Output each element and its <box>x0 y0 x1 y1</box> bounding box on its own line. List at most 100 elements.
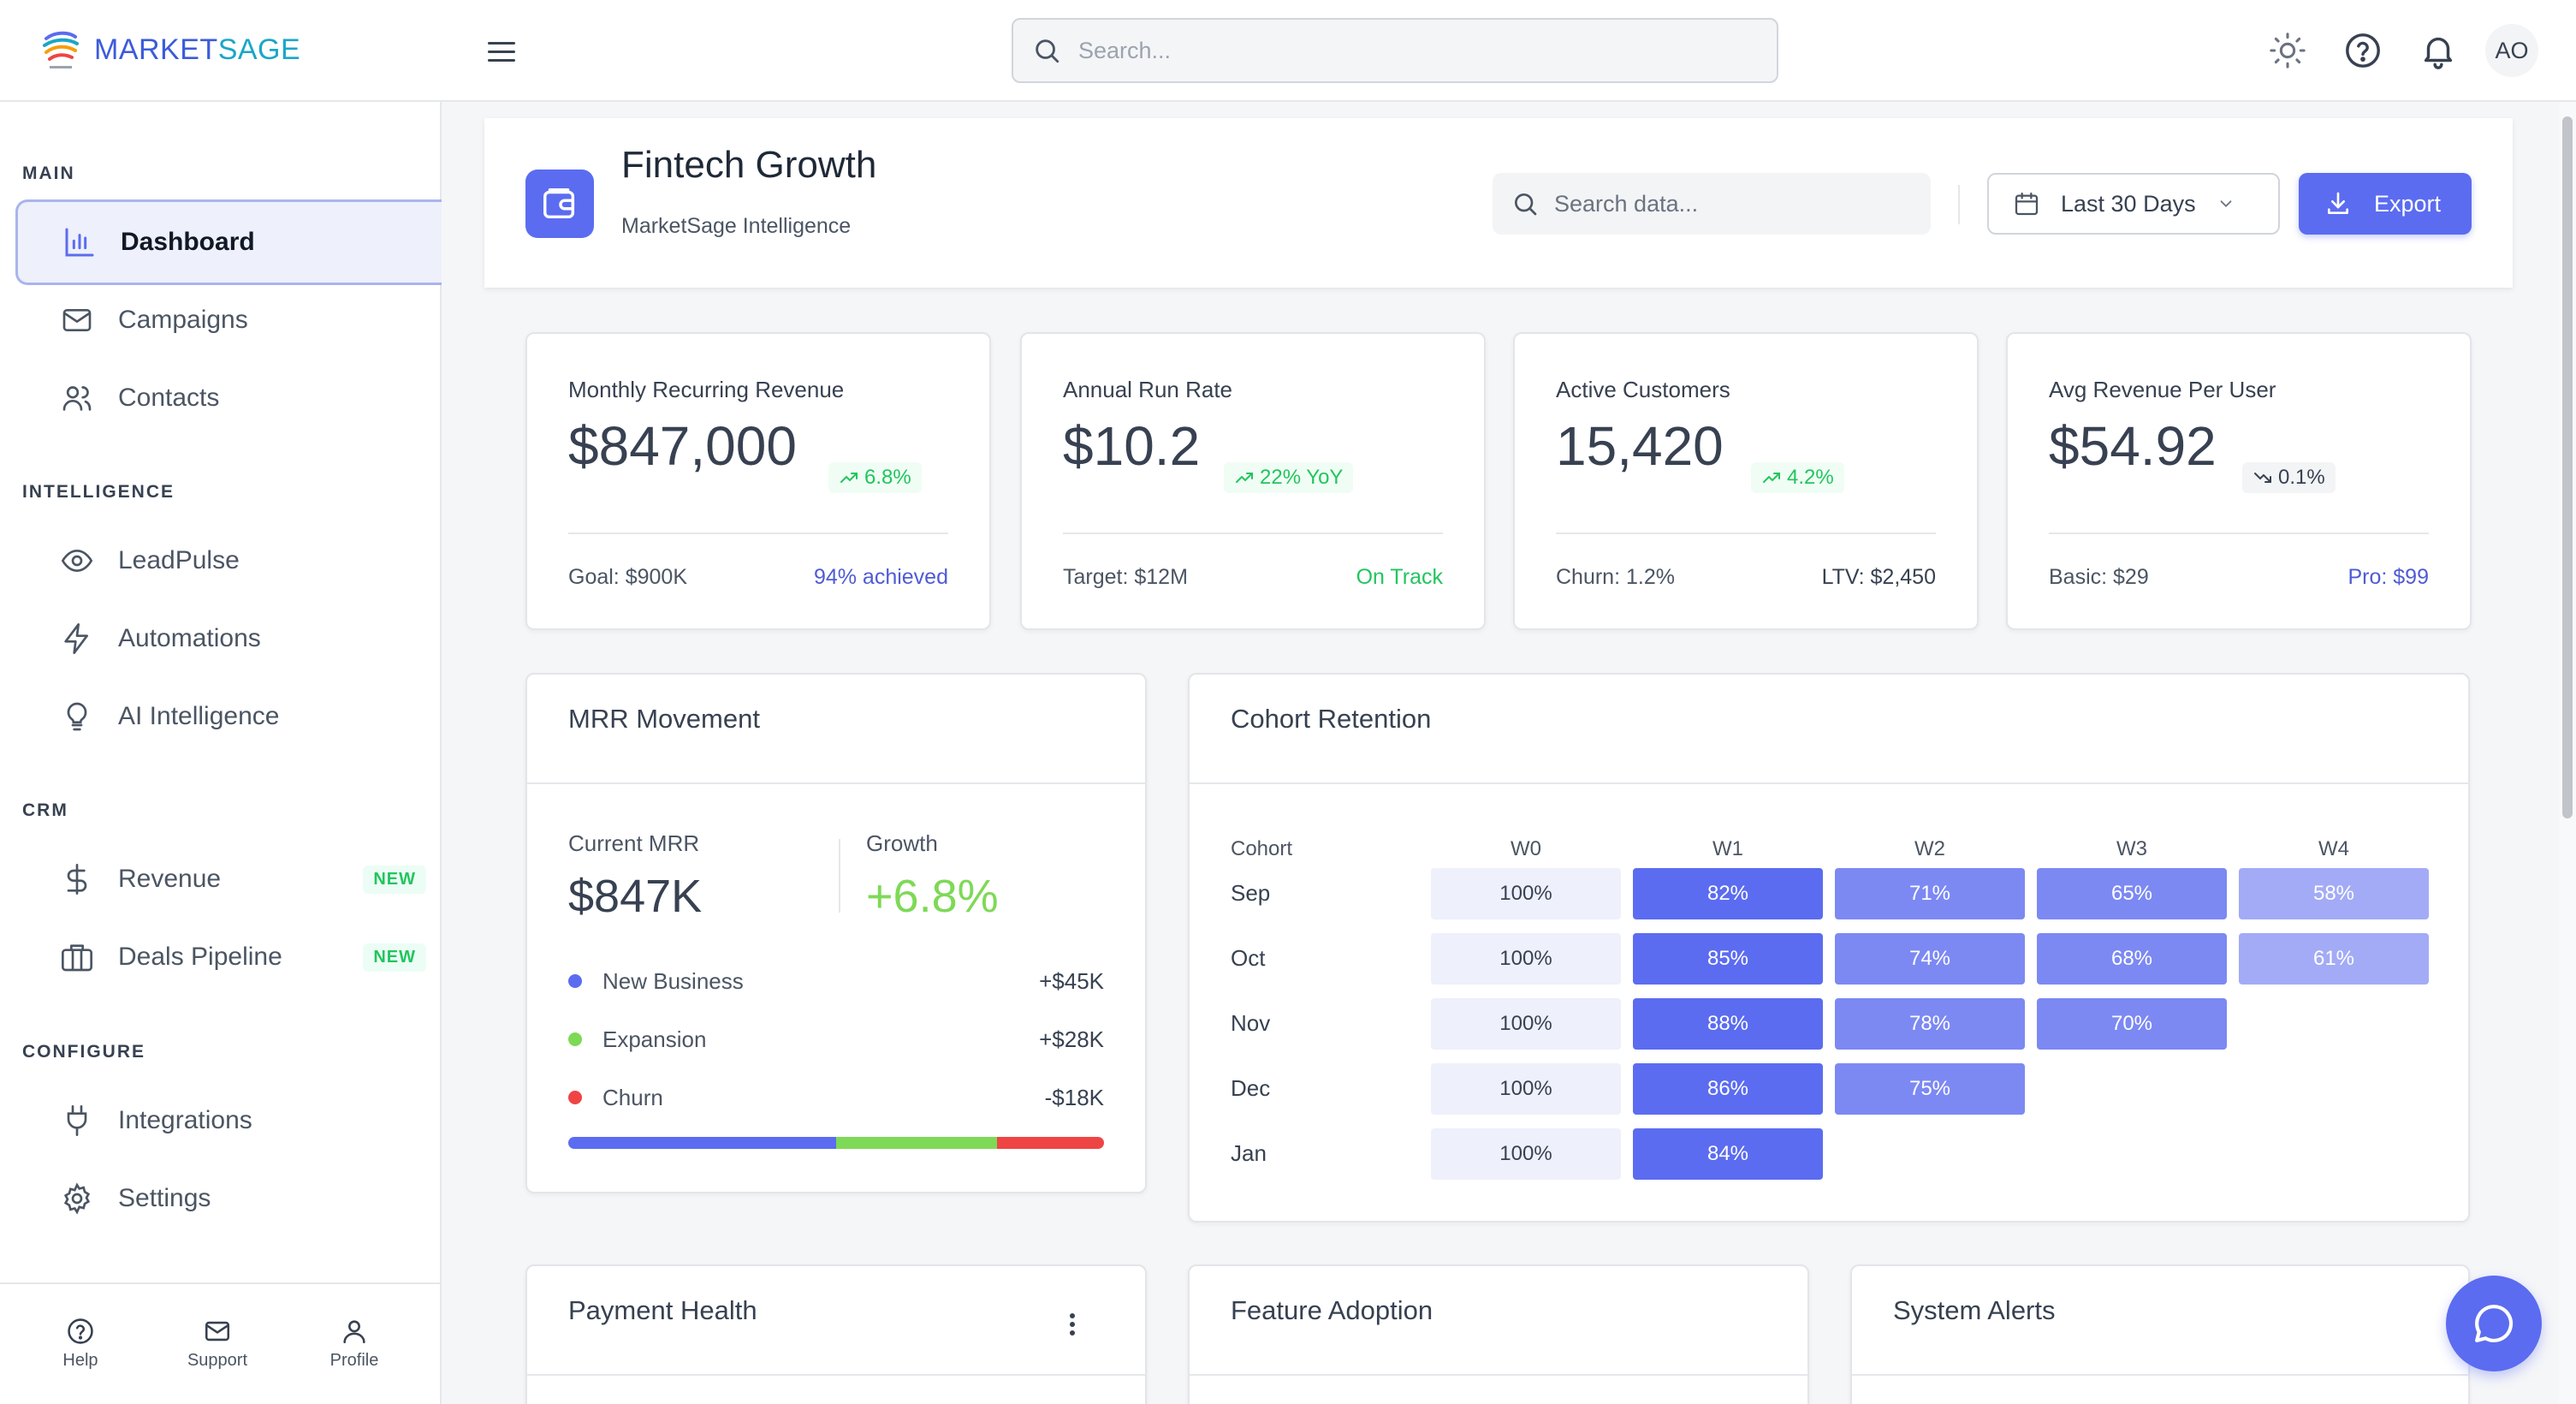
sidebar-item-campaigns[interactable]: Campaigns <box>15 277 442 363</box>
legend-dot <box>568 974 582 988</box>
kpi-label: Active Customers <box>1556 377 1730 402</box>
kpi-footnote-right: Pro: $99 <box>2347 565 2429 589</box>
mrr-composition-bar <box>568 1137 1104 1149</box>
sidebar-item-deals-pipeline[interactable]: Deals Pipeline NEW <box>15 914 442 1000</box>
help-icon[interactable] <box>2343 31 2383 70</box>
sidebar-item-ai-intelligence[interactable]: AI Intelligence <box>15 674 442 759</box>
kpi-footnote-left: Goal: $900K <box>568 565 687 589</box>
footer-support[interactable]: Support <box>166 1317 269 1371</box>
global-search-input[interactable] <box>1078 37 1729 64</box>
brand-name: MARKETSAGE <box>94 33 300 67</box>
briefcase-icon <box>62 944 92 972</box>
mrr-bar-segment <box>836 1137 997 1149</box>
panel-title: System Alerts <box>1893 1295 2056 1325</box>
sidebar-item-dashboard[interactable]: Dashboard <box>15 199 442 285</box>
lightbulb-icon <box>67 702 87 731</box>
kpi-delta-badge: 22% YoY <box>1224 462 1354 493</box>
data-search[interactable] <box>1493 173 1931 235</box>
more-options-icon[interactable] <box>1059 1307 1085 1342</box>
chevron-down-icon <box>2220 200 2232 208</box>
kpi-footnote-left: Target: $12M <box>1063 565 1188 589</box>
download-icon <box>2328 192 2348 214</box>
cohort-row-label: Dec <box>1231 1075 1271 1101</box>
brand-name-part1: MARKET <box>94 33 218 66</box>
wallet-icon <box>525 170 594 238</box>
mrr-row-expansion: Expansion +$28K <box>568 1022 1104 1056</box>
sidebar-item-label: Settings <box>118 1184 211 1212</box>
chat-bubble-icon <box>2475 1305 2514 1342</box>
plug-icon <box>67 1105 87 1136</box>
data-search-input[interactable] <box>1554 190 1914 217</box>
cohort-cell: 84% <box>1633 1128 1823 1180</box>
kpi-footnote-right: LTV: $2,450 <box>1821 565 1936 589</box>
divider <box>1556 532 1936 534</box>
divider <box>527 782 1145 784</box>
sidebar-item-label: Deals Pipeline <box>118 943 282 971</box>
panel-title: Feature Adoption <box>1231 1295 1433 1325</box>
divider <box>1063 532 1443 534</box>
eye-icon <box>61 549 93 573</box>
mail-icon <box>62 309 92 331</box>
kpi-delta-value: 22% YoY <box>1260 466 1344 489</box>
kpi-label: Avg Revenue Per User <box>2049 377 2276 402</box>
mrr-row-label: Churn <box>602 1084 663 1110</box>
divider <box>1190 782 2468 784</box>
footer-profile[interactable]: Profile <box>303 1317 406 1371</box>
divider <box>1852 1374 2468 1376</box>
payment-health-card: Payment Health <box>525 1264 1147 1404</box>
mrr-row-churn: Churn -$18K <box>568 1080 1104 1115</box>
cohort-header-label: Cohort <box>1231 837 1293 860</box>
cohort-cell: 74% <box>1835 933 2025 985</box>
cohort-cell: 68% <box>2037 933 2227 985</box>
sidebar-item-contacts[interactable]: Contacts <box>15 355 442 441</box>
cohort-cell: 88% <box>1633 998 1823 1050</box>
date-range-label: Last 30 Days <box>2061 190 2196 217</box>
footer-help[interactable]: Help <box>29 1317 132 1371</box>
sidebar-item-leadpulse[interactable]: LeadPulse <box>15 518 442 604</box>
export-label: Export <box>2374 190 2442 217</box>
global-search[interactable] <box>1012 18 1778 83</box>
footer-help-label: Help <box>62 1351 98 1370</box>
kpi-delta-value: 4.2% <box>1787 466 1834 489</box>
hamburger-menu-icon[interactable] <box>483 34 520 68</box>
avatar[interactable]: AO <box>2485 24 2538 77</box>
feature-adoption-card: Feature Adoption <box>1188 1264 1809 1404</box>
page-header: Fintech Growth MarketSage Intelligence L… <box>484 118 2513 288</box>
legend-dot <box>568 1032 582 1046</box>
brand[interactable]: MARKETSAGE <box>39 24 300 75</box>
sidebar-item-integrations[interactable]: Integrations <box>15 1078 442 1163</box>
date-range-select[interactable]: Last 30 Days <box>1987 173 2280 235</box>
bolt-icon <box>64 623 88 654</box>
divider <box>527 1374 1145 1376</box>
cohort-cell: 100% <box>1431 998 1621 1050</box>
dollar-icon <box>67 864 87 895</box>
sidebar-section-crm: CRM <box>22 800 68 820</box>
trending-up-icon <box>840 473 858 483</box>
cohort-cell: 82% <box>1633 868 1823 919</box>
notification-bell-icon[interactable] <box>2419 31 2458 70</box>
sidebar-item-label: Campaigns <box>118 306 248 334</box>
trending-down-icon <box>2254 473 2271 483</box>
panel-title: Payment Health <box>568 1295 757 1325</box>
scrollbar-thumb[interactable] <box>2562 116 2573 818</box>
cohort-row-label: Jan <box>1231 1140 1267 1166</box>
sidebar-item-automations[interactable]: Automations <box>15 596 442 681</box>
kpi-card-arpu: Avg Revenue Per User $54.92 0.1% Basic: … <box>2006 332 2472 630</box>
mrr-row-value: +$45K <box>1039 967 1104 994</box>
top-bar: MARKETSAGE <box>0 0 2576 102</box>
kpi-delta-badge: 4.2% <box>1751 462 1844 493</box>
help-icon <box>68 1318 93 1344</box>
mrr-row-value: +$28K <box>1039 1026 1104 1052</box>
chat-button[interactable] <box>2446 1276 2542 1371</box>
theme-toggle-sun-icon[interactable] <box>2268 31 2307 70</box>
sidebar-item-label: Contacts <box>118 384 220 412</box>
trending-up-icon <box>1236 473 1253 483</box>
cohort-week-header: W0 <box>1511 837 1541 860</box>
kpi-footnote-left: Churn: 1.2% <box>1556 565 1675 589</box>
divider <box>839 839 840 913</box>
cohort-cell: 78% <box>1835 998 2025 1050</box>
export-button[interactable]: Export <box>2299 173 2472 235</box>
sidebar-item-settings[interactable]: Settings <box>15 1156 442 1241</box>
kpi-label: Monthly Recurring Revenue <box>568 377 845 402</box>
sidebar-item-revenue[interactable]: Revenue NEW <box>15 836 442 922</box>
